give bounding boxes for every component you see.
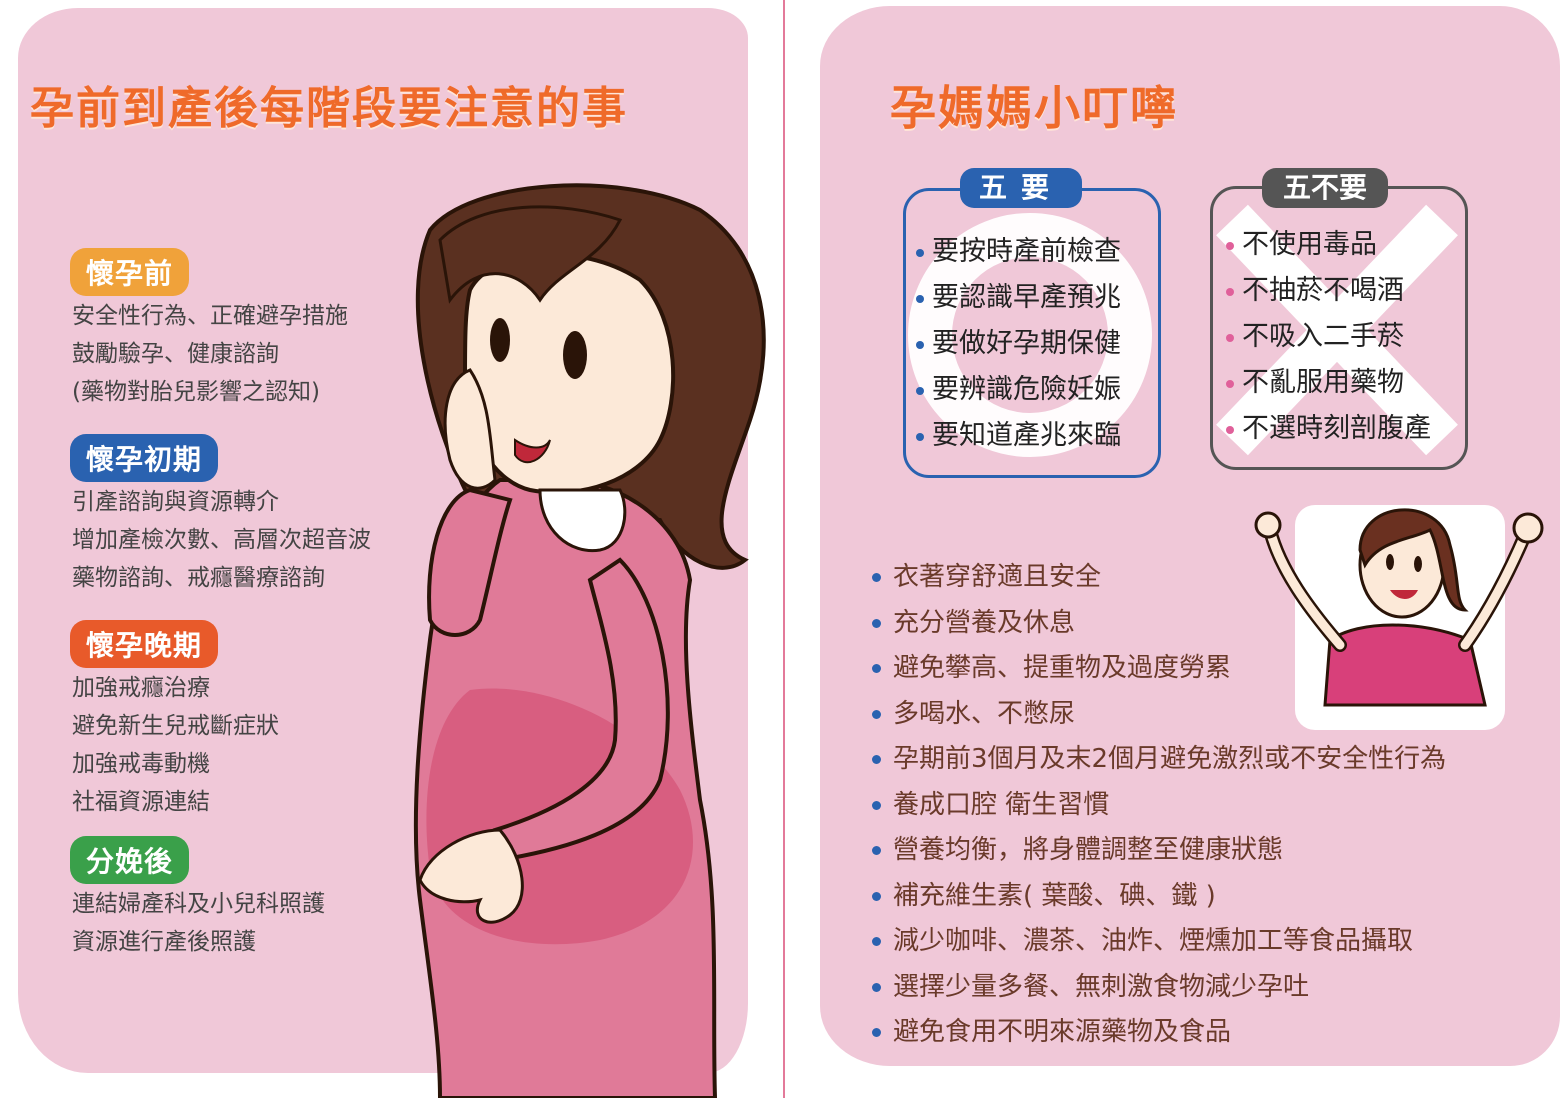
stage-line: 藥物諮詢、戒癮醫療諮詢 [72,565,325,591]
right-page-title: 孕媽媽小叮嚀 [890,81,1178,135]
bullet-dot-icon [872,891,881,901]
list-item: 避免攀高、提重物及過度勞累 [872,646,1446,692]
bullet-dot-icon [872,573,881,582]
bullet-dot-icon [1226,333,1234,342]
list-item: 要按時產前檢查 [916,229,1121,275]
bullet-dot-icon [916,248,924,257]
list-item: 選擇少量多餐、無刺激食物減少孕吐 [872,965,1446,1011]
list-item: 不吸入二手菸 [1226,314,1431,360]
stage-line: 引產諮詢與資源轉介 [72,489,279,515]
list-item: 不亂服用藥物 [1226,360,1431,406]
stage-badge-early-pregnancy: 懷孕初期 [70,434,219,482]
bullet-dot-icon [872,755,881,764]
stage-line: 安全性行為、正確避孕措施 [72,303,348,329]
bullet-dot-icon [872,846,881,855]
bullet-dot-icon [916,340,924,349]
bullet-dot-icon [1226,287,1234,296]
list-item: 不使用毒品 [1226,222,1431,268]
list-item: 充分營養及休息 [872,601,1446,647]
bullet-dot-icon [1226,425,1234,434]
list-item: 避免食用不明來源藥物及食品 [872,1010,1446,1056]
stage-lines-postpartum: 連結婦產科及小兒科照護 資源進行產後照護 [72,885,325,961]
list-item: 孕期前3個月及末2個月避免激烈或不安全性行為 [872,737,1446,783]
stage-line: 加強戒癮治療 [72,675,210,701]
five-do-label: 五要 [960,168,1082,208]
page-divider [783,0,785,1098]
cross-x-icon [1216,204,1458,456]
stage-lines-early-pregnancy: 引產諮詢與資源轉介 增加產檢次數、高層次超音波 藥物諮詢、戒癮醫療諮詢 [72,483,371,597]
bullet-dot-icon [872,1028,881,1037]
stage-lines-late-pregnancy: 加強戒癮治療 避免新生兒戒斷症狀 加強戒毒動機 社福資源連結 [72,669,279,821]
stage-line: 加強戒毒動機 [72,751,210,777]
bullet-dot-icon [916,386,924,395]
list-item: 要認識早產預兆 [916,275,1121,321]
bullet-dot-icon [872,982,881,992]
list-item: 多喝水、不憋尿 [872,692,1446,738]
cheering-woman-illustration [1254,505,1544,730]
stage-line: 增加產檢次數、高層次超音波 [72,527,371,553]
bullet-dot-icon [1226,379,1234,388]
bullet-dot-icon [872,709,881,719]
bullet-dot-icon [916,294,924,303]
bullet-dot-icon [872,800,881,810]
stage-line: 社福資源連結 [72,789,210,815]
tips-list: 衣著穿舒適且安全 充分營養及休息 避免攀高、提重物及過度勞累 多喝水、不憋尿 孕… [872,555,1446,1056]
bullet-dot-icon [872,618,881,628]
list-item: 要辨識危險妊娠 [916,367,1121,413]
stage-badge-pre-pregnancy: 懷孕前 [70,248,190,296]
stage-badge-postpartum: 分娩後 [70,836,190,884]
five-do-list: 要按時產前檢查 要認識早產預兆 要做好孕期保健 要辨識危險妊娠 要知道產兆來臨 [916,229,1121,459]
list-item: 減少咖啡、濃茶、油炸、煙燻加工等食品攝取 [872,919,1446,965]
list-item: 養成口腔 衛生習慣 [872,783,1446,829]
list-item: 要知道產兆來臨 [916,413,1121,459]
stage-line: 避免新生兒戒斷症狀 [72,713,279,739]
list-item: 不選時刻剖腹產 [1226,406,1431,452]
bullet-dot-icon [916,432,924,441]
list-item: 要做好孕期保健 [916,321,1121,367]
stage-badge-late-pregnancy: 懷孕晚期 [70,620,219,668]
bullet-dot-icon [872,937,881,946]
bullet-dot-icon [1226,241,1234,250]
circle-o-icon [908,213,1152,457]
list-item: 補充維生素( 葉酸、碘、鐵 ) [872,874,1446,920]
stage-line: (藥物對胎兒影響之認知) [72,379,320,405]
stage-lines-pre-pregnancy: 安全性行為、正確避孕措施 鼓勵驗孕、健康諮詢 (藥物對胎兒影響之認知) [72,297,348,411]
list-item: 營養均衡，將身體調整至健康狀態 [872,828,1446,874]
list-item: 不抽菸不喝酒 [1226,268,1431,314]
stage-line: 資源進行產後照護 [72,929,256,955]
bullet-dot-icon [872,664,881,673]
list-item: 衣著穿舒適且安全 [872,555,1446,601]
stage-line: 鼓勵驗孕、健康諮詢 [72,341,279,367]
stage-line: 連結婦產科及小兒科照護 [72,891,325,917]
five-dont-list: 不使用毒品 不抽菸不喝酒 不吸入二手菸 不亂服用藥物 不選時刻剖腹產 [1226,222,1431,452]
left-page-title: 孕前到產後每階段要注意的事 [30,83,628,134]
five-dont-label: 五不要 [1262,168,1388,208]
